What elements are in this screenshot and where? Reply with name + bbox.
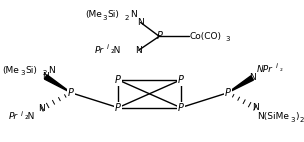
- Text: ₂N: ₂N: [24, 112, 35, 121]
- Text: Si): Si): [25, 65, 37, 75]
- Text: ₂: ₂: [280, 66, 282, 72]
- Text: N: N: [137, 18, 144, 27]
- Text: 2: 2: [43, 70, 47, 76]
- Text: i: i: [20, 111, 22, 117]
- Text: ): ): [295, 112, 299, 121]
- Text: P: P: [156, 31, 162, 41]
- Text: N: N: [48, 65, 54, 75]
- Text: N: N: [38, 104, 45, 113]
- Text: i: i: [276, 63, 278, 69]
- Text: P: P: [68, 88, 74, 98]
- Text: Pr: Pr: [95, 46, 104, 55]
- Text: P: P: [115, 75, 121, 85]
- Text: 3: 3: [226, 36, 230, 42]
- Polygon shape: [228, 76, 254, 93]
- Text: P: P: [115, 103, 121, 113]
- Text: Si): Si): [107, 10, 119, 19]
- Text: 3: 3: [102, 14, 107, 21]
- Text: 3: 3: [20, 70, 25, 76]
- Text: Pr: Pr: [9, 112, 18, 121]
- Text: N: N: [252, 103, 258, 112]
- Text: N(SiMe: N(SiMe: [257, 112, 289, 121]
- Text: 3: 3: [290, 117, 295, 123]
- Text: 2: 2: [125, 14, 129, 21]
- Polygon shape: [44, 75, 71, 93]
- Text: N: N: [130, 10, 136, 19]
- Text: P: P: [225, 88, 231, 98]
- Text: N: N: [249, 73, 256, 83]
- Text: (Me: (Me: [3, 65, 19, 75]
- Text: ₂N: ₂N: [110, 46, 121, 55]
- Text: P: P: [178, 75, 184, 85]
- Text: (Me: (Me: [85, 10, 102, 19]
- Text: i: i: [106, 44, 108, 50]
- Text: 2: 2: [299, 117, 303, 123]
- Text: Co(CO): Co(CO): [189, 32, 222, 41]
- Text: N: N: [42, 72, 49, 82]
- Text: NPr: NPr: [257, 64, 273, 74]
- Text: P: P: [178, 103, 184, 113]
- Text: N: N: [135, 46, 142, 55]
